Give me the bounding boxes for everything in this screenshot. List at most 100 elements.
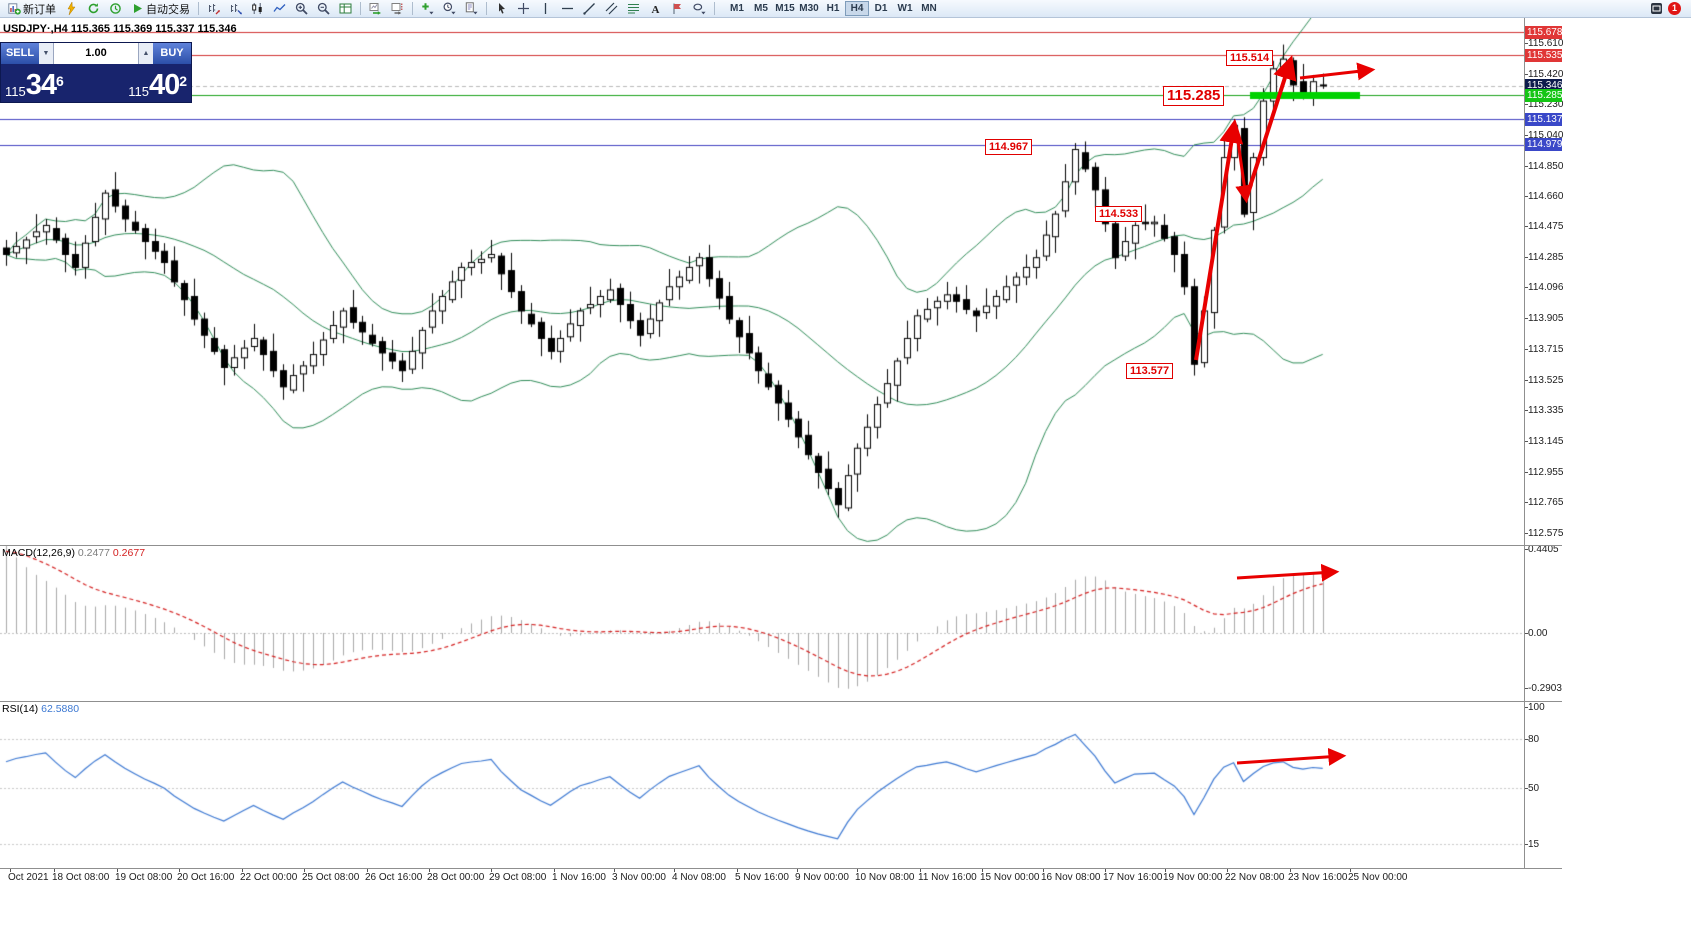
history-button[interactable] xyxy=(105,1,126,17)
wand-button[interactable] xyxy=(61,1,82,17)
trendline-tool-button[interactable] xyxy=(579,1,600,17)
axis-tick xyxy=(1525,548,1528,550)
sell-price[interactable]: 115 34 6 xyxy=(5,71,64,100)
crosshair-tool-button[interactable] xyxy=(513,1,534,17)
macd-scale-label: 0.00 xyxy=(1528,628,1548,639)
time-axis-tick xyxy=(674,869,675,872)
lot-decrease-button[interactable]: ▼ xyxy=(39,43,53,64)
panel-separator-macd[interactable] xyxy=(0,545,1562,546)
cursor-tool-button[interactable] xyxy=(491,1,512,17)
timeframe-H4[interactable]: H4 xyxy=(845,1,869,16)
panel-separator-rsi[interactable] xyxy=(0,701,1562,702)
buy-price[interactable]: 115 40 2 xyxy=(128,71,187,100)
zoom-out-button[interactable] xyxy=(313,1,334,17)
price-tick-label: 115.230 xyxy=(1528,99,1564,111)
line-chart-button[interactable] xyxy=(269,1,290,17)
vline-tool-button[interactable] xyxy=(535,1,556,17)
auto-scroll-icon xyxy=(369,2,382,15)
add-indicator-button[interactable] xyxy=(417,1,438,17)
autotrade-button[interactable]: 自动交易 xyxy=(127,1,194,17)
price-tick-label: 112.955 xyxy=(1528,466,1564,478)
price-axis[interactable]: 115.610 115.420 115.230 115.040 114.850 114.6… xyxy=(1525,18,1564,868)
price-tick-label: 115.040 xyxy=(1528,130,1564,141)
time-axis-tick xyxy=(1043,869,1044,872)
time-axis-tick xyxy=(242,869,243,872)
buy-button[interactable]: BUY xyxy=(153,43,191,64)
chart-shift-icon xyxy=(391,2,404,15)
macd-scale-label: 0.4405 xyxy=(1528,543,1559,555)
lot-increase-button[interactable]: ▲ xyxy=(139,43,153,64)
time-axis-tick xyxy=(117,869,118,872)
chart-title-symbol: USDJPY·,H4 xyxy=(3,23,68,35)
text-tool-button[interactable]: A xyxy=(645,1,666,17)
lot-size-field[interactable]: 1.00 xyxy=(53,43,139,64)
zoom-in-button[interactable] xyxy=(291,1,312,17)
price-callout[interactable]: 115.514 xyxy=(1226,50,1274,66)
periods-button[interactable] xyxy=(439,1,460,17)
new-order-icon xyxy=(8,2,21,15)
bar-chart-alt-button[interactable] xyxy=(225,1,246,17)
timeframe-D1[interactable]: D1 xyxy=(869,1,893,16)
toolbar-separator xyxy=(360,2,361,15)
tile-windows-icon xyxy=(339,2,352,15)
time-axis-tick xyxy=(920,869,921,872)
refresh-icon xyxy=(87,2,100,15)
chart-title-ohlc: 115.365 115.369 115.337 115.346 xyxy=(70,23,237,35)
price-line-badge: 115.285 xyxy=(1525,88,1563,102)
time-axis-tick xyxy=(179,869,180,872)
time-axis-tick xyxy=(1165,869,1166,872)
notification-badge[interactable]: 1 xyxy=(1668,2,1681,15)
price-tick-label: 114.096 xyxy=(1528,282,1564,294)
price-callout[interactable]: 114.967 xyxy=(985,139,1033,155)
label-tool-button[interactable] xyxy=(667,1,688,17)
time-axis[interactable]: Oct 2021 18 Oct 08:00 19 Oct 08:00 20 Oct 1… xyxy=(0,868,1562,887)
chart-shift-button[interactable] xyxy=(387,1,408,17)
bar-chart-icon xyxy=(207,2,220,15)
price-callout[interactable]: 114.533 xyxy=(1095,206,1143,222)
price-tick-label: 112.765 xyxy=(1528,497,1564,509)
price-callout[interactable]: 113.577 xyxy=(1126,363,1174,379)
time-axis-tick xyxy=(367,869,368,872)
time-axis-label: 22 Oct 00:00 xyxy=(240,872,298,883)
price-line-badge: 115.678 xyxy=(1525,25,1563,39)
rsi-panel-canvas[interactable] xyxy=(0,701,1524,868)
time-axis-tick xyxy=(1290,869,1291,872)
price-chart-canvas[interactable] xyxy=(0,18,1524,545)
timeframe-W1[interactable]: W1 xyxy=(893,1,917,16)
price-tick-label: 115.420 xyxy=(1528,68,1564,80)
shapes-tool-button[interactable] xyxy=(689,1,710,17)
template-button[interactable] xyxy=(461,1,482,17)
tile-windows-button[interactable] xyxy=(335,1,356,17)
channel-tool-button[interactable] xyxy=(601,1,622,17)
hline-tool-button[interactable] xyxy=(557,1,578,17)
time-axis-tick xyxy=(10,869,11,872)
text-tool-icon: A xyxy=(649,2,662,16)
timeframe-M1[interactable]: M1 xyxy=(725,1,749,16)
time-axis-label: 9 Nov 00:00 xyxy=(795,872,849,883)
new-order-button[interactable]: 新订单 xyxy=(4,1,60,17)
price-tick-label: 114.285 xyxy=(1528,251,1564,263)
time-axis-label: 17 Nov 16:00 xyxy=(1103,872,1163,883)
candlestick-mode-button[interactable] xyxy=(247,1,268,17)
time-axis-label: 29 Oct 08:00 xyxy=(489,872,547,883)
timeframe-M5[interactable]: M5 xyxy=(749,1,773,16)
sell-button[interactable]: SELL xyxy=(1,43,39,64)
time-axis-tick xyxy=(304,869,305,872)
price-callout[interactable]: 115.285 xyxy=(1163,86,1225,106)
timeframe-MN[interactable]: MN xyxy=(917,1,941,16)
time-axis-label: 19 Nov 00:00 xyxy=(1163,872,1223,883)
price-tick-label: 113.715 xyxy=(1528,343,1564,355)
bar-chart-button[interactable] xyxy=(203,1,224,17)
magic-wand-icon xyxy=(65,1,78,16)
timeframe-M15[interactable]: M15 xyxy=(773,1,797,16)
auto-scroll-button[interactable] xyxy=(365,1,386,17)
timeframe-M30[interactable]: M30 xyxy=(797,1,821,16)
axis-tick xyxy=(1525,318,1528,320)
macd-panel-canvas[interactable] xyxy=(0,545,1524,701)
refresh-button[interactable] xyxy=(83,1,104,17)
timeframe-H1[interactable]: H1 xyxy=(821,1,845,16)
price-tick-label: 113.335 xyxy=(1528,405,1564,417)
overlay-app-button[interactable] xyxy=(1646,1,1667,17)
fibonacci-tool-button[interactable] xyxy=(623,1,644,17)
